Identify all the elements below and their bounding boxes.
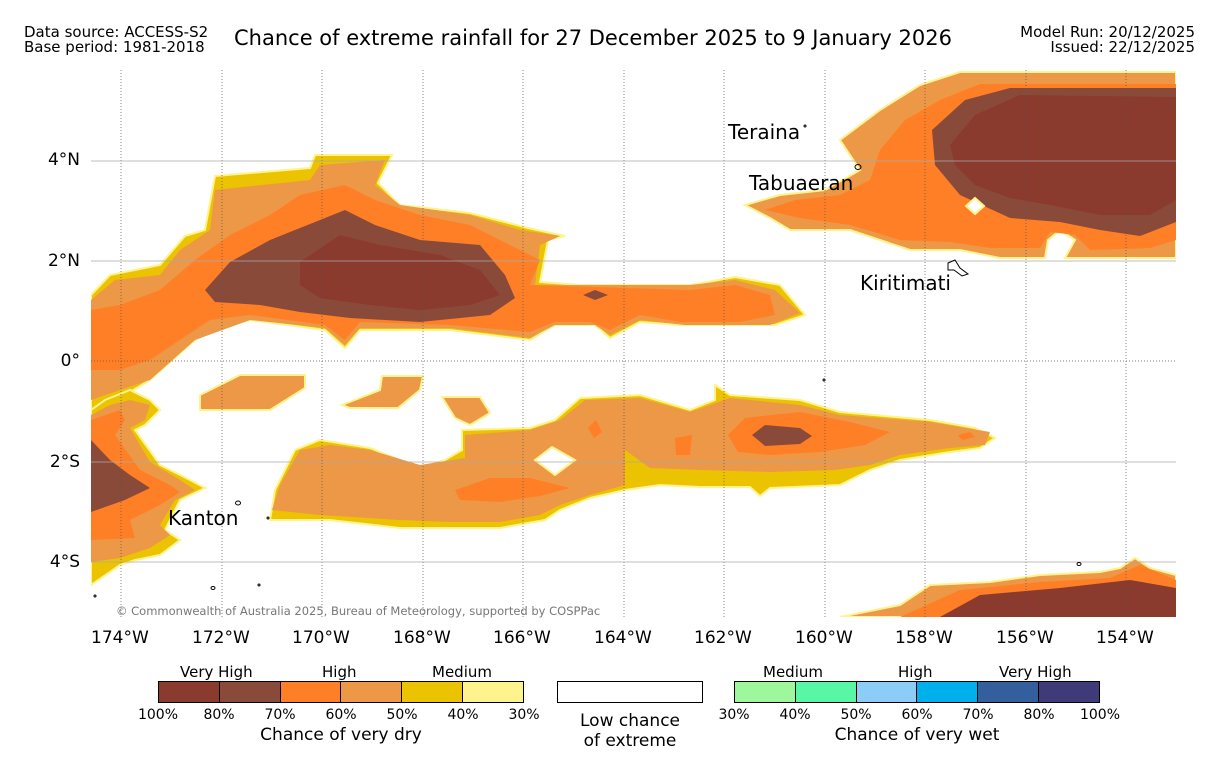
place-label-teraina: Teraina	[728, 120, 801, 144]
lat-tick-label: 4°N	[47, 150, 80, 170]
model-run-text: Model Run: 20/12/2025	[1020, 23, 1195, 41]
lon-tick-label: 174°W	[91, 628, 149, 648]
dry-legend-swatch	[340, 682, 402, 702]
dry-legend-tick: 80%	[203, 707, 235, 723]
dry-legend-swatch	[218, 682, 280, 702]
lat-tick-label: 0°	[60, 351, 80, 371]
dry-wedge-west-70	[91, 440, 150, 512]
wet-legend-swatch	[855, 682, 917, 702]
probability-shading	[91, 71, 1176, 617]
lat-tick-label: 4°S	[49, 552, 80, 572]
dry-legend-tick: 40%	[447, 707, 479, 723]
wet-color-bar	[734, 681, 1100, 703]
graticule	[91, 70, 1176, 617]
lat-tick-label: 2°N	[47, 251, 80, 271]
island-outlines	[93, 124, 1082, 598]
place-label-tabuaeran: Tabuaeran	[749, 171, 854, 195]
lon-tick-label: 166°W	[493, 628, 551, 648]
wet-legend-tick: 80%	[1023, 707, 1055, 723]
island-small-d	[93, 594, 97, 598]
low-chance-hole-south	[533, 445, 577, 477]
dry-wedge-west-60	[91, 410, 180, 540]
dry-legend-swatch	[462, 682, 523, 702]
island-small-f	[822, 378, 826, 382]
base-period-text: Base period: 1981-2018	[24, 38, 205, 56]
dry-patch-c	[440, 396, 492, 427]
lon-tick-label: 160°W	[795, 628, 853, 648]
island-kanton	[235, 500, 241, 506]
lon-tick-label: 158°W	[895, 628, 953, 648]
low-chance-hole-ne	[964, 196, 986, 216]
dry-legend-group-label: High	[322, 663, 357, 681]
island-small-c	[257, 583, 261, 587]
wet-legend-swatch	[977, 682, 1039, 702]
lon-tick-label: 156°W	[996, 628, 1054, 648]
lat-tick-label: 2°S	[49, 452, 80, 472]
wet-legend-swatch	[794, 682, 856, 702]
dry-legend-group-label: Medium	[432, 663, 492, 681]
lon-tick-label: 172°W	[192, 628, 250, 648]
island-kiritimati	[947, 259, 970, 277]
dry-patch-b	[339, 375, 425, 409]
dry-legend-tick: 60%	[325, 707, 357, 723]
dry-patch-a	[199, 374, 306, 411]
low-chance-swatch	[557, 681, 703, 703]
wet-legend-tick: 50%	[840, 707, 872, 723]
lon-tick-label: 164°W	[594, 628, 652, 648]
island-small-b	[1076, 562, 1082, 566]
dry-legend-swatch	[159, 682, 219, 702]
low-chance-caption-2: of extreme	[583, 731, 677, 751]
dry-region-ne-80	[950, 95, 1176, 215]
dry-legend-caption: Chance of very dry	[260, 725, 422, 745]
wet-legend-tick: 60%	[901, 707, 933, 723]
wet-legend-tick: 70%	[962, 707, 994, 723]
dry-spot-south	[958, 432, 975, 440]
wet-legend-tick: 100%	[1079, 707, 1121, 723]
island-teraina	[803, 124, 807, 128]
dry-legend-tick: 100%	[137, 707, 179, 723]
page-title: Chance of extreme rainfall for 27 Decemb…	[234, 26, 952, 50]
wet-legend-group-label: Very High	[999, 663, 1072, 681]
island-tabuaeran	[854, 164, 862, 170]
island-small-e	[266, 516, 270, 520]
place-label-kanton: Kanton	[168, 506, 239, 530]
dry-legend-tick: 70%	[264, 707, 296, 723]
dry-legend-swatch	[279, 682, 341, 702]
island-small-a	[210, 586, 216, 590]
copyright-notice: © Commonwealth of Australia 2025, Bureau…	[116, 604, 601, 618]
wet-legend-swatch	[916, 682, 978, 702]
low-chance-caption-1: Low chance	[580, 711, 680, 731]
issued-text: Issued: 22/12/2025	[1050, 38, 1195, 56]
wet-legend-tick: 30%	[718, 707, 750, 723]
dry-legend-swatch	[401, 682, 463, 702]
dry-band-south-60b	[455, 478, 570, 502]
dry-legend-group-label: Very High	[180, 663, 253, 681]
wet-legend-tick: 40%	[779, 707, 811, 723]
place-label-kiritimati: Kiritimati	[860, 271, 951, 295]
data-source-text: Data source: ACCESS-S2	[24, 23, 209, 41]
dry-band-south-60d	[588, 420, 602, 438]
lon-tick-label: 162°W	[694, 628, 752, 648]
dry-color-bar	[158, 681, 524, 703]
wet-legend-swatch	[1038, 682, 1099, 702]
lon-tick-label: 168°W	[393, 628, 451, 648]
wet-legend-group-label: High	[898, 663, 933, 681]
dry-band-south-80	[752, 425, 812, 446]
dry-spot-north	[583, 290, 608, 300]
wet-legend-swatch	[735, 682, 795, 702]
wet-legend-group-label: Medium	[763, 663, 823, 681]
lon-tick-label: 154°W	[1096, 628, 1154, 648]
lon-tick-label: 170°W	[292, 628, 350, 648]
dry-band-north-80	[300, 235, 500, 310]
dry-band-south-60c	[675, 435, 692, 455]
dry-region-se-80	[940, 580, 1176, 617]
dry-legend-tick: 30%	[508, 707, 540, 723]
wet-legend-caption: Chance of very wet	[834, 725, 1000, 745]
dry-legend-tick: 50%	[386, 707, 418, 723]
